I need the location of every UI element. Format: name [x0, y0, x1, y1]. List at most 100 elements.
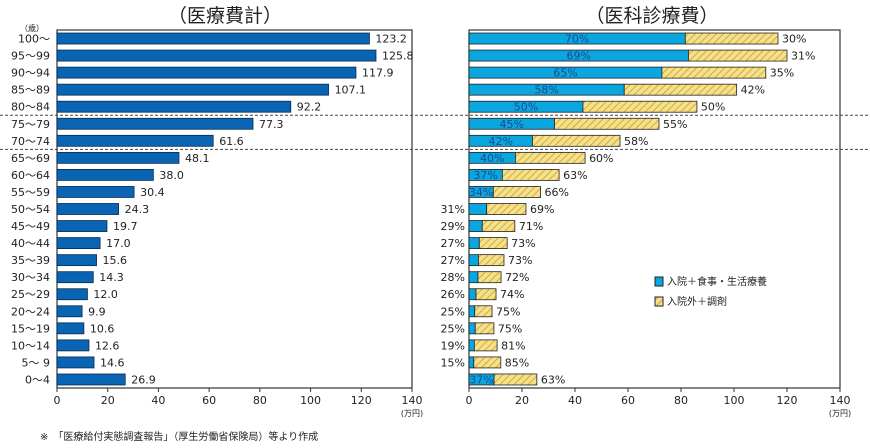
outpatient-percent-label: 69% — [530, 203, 554, 216]
bar-value-label: 38.0 — [159, 169, 184, 182]
bar-value-label: 17.0 — [106, 237, 131, 250]
outpatient-percent-label: 66% — [545, 186, 569, 199]
outpatient-bar — [486, 203, 527, 215]
age-label: 25～29 — [11, 288, 50, 301]
bar-value-label: 61.6 — [219, 135, 244, 148]
left-x-tick-label: 140 — [402, 394, 423, 407]
left-x-tick-label: 60 — [202, 394, 216, 407]
inpatient-percent-label: 19% — [441, 339, 465, 352]
inpatient-bar — [468, 339, 475, 352]
outpatient-percent-label: 85% — [505, 356, 529, 369]
outpatient-percent-label: 73% — [511, 237, 535, 250]
inpatient-bar — [468, 220, 483, 232]
left-x-tick-label: 120 — [351, 394, 372, 407]
inpatient-percent-label: 50% — [514, 101, 538, 114]
inpatient-percent-label: 45% — [500, 118, 524, 131]
outpatient-bar — [478, 254, 505, 267]
inpatient-percent-label: 25% — [441, 305, 465, 318]
bar-15 — [56, 288, 88, 301]
age-label: 45～49 — [11, 220, 50, 233]
bar-value-label: 19.7 — [113, 220, 138, 233]
inpatient-percent-label: 29% — [441, 220, 465, 233]
age-label: 40～44 — [11, 237, 50, 250]
outpatient-percent-label: 75% — [498, 322, 522, 335]
left-chart-title: （医療費計） — [168, 5, 282, 27]
inpatient-bar — [468, 271, 479, 284]
outpatient-percent-label: 60% — [589, 152, 613, 165]
left-x-unit: (万円) — [401, 409, 423, 418]
right-x-tick-label: 140 — [830, 394, 851, 407]
bar-11 — [56, 220, 108, 232]
outpatient-bar — [623, 83, 738, 96]
outpatient-percent-label: 42% — [741, 84, 765, 97]
age-label: 30～34 — [11, 271, 50, 284]
inpatient-percent-label: 34% — [469, 186, 493, 199]
bar-value-label: 92.2 — [297, 101, 322, 114]
legend-outpatient-swatch — [654, 296, 664, 307]
outpatient-bar — [501, 169, 560, 181]
bar-8 — [56, 169, 154, 181]
inpatient-bar — [468, 356, 475, 369]
footnote: ※ 「医療給付実態調査報告」（厚生労働省保険局）等より作成 — [40, 430, 318, 443]
outpatient-bar — [661, 66, 767, 79]
outpatient-percent-label: 71% — [519, 220, 543, 233]
inpatient-percent-label: 27% — [441, 254, 465, 267]
bar-14 — [56, 271, 94, 284]
inpatient-bar — [468, 305, 476, 318]
right-x-tick-label: 0 — [466, 394, 473, 407]
bar-value-label: 24.3 — [125, 203, 150, 216]
inpatient-percent-label: 37% — [469, 373, 493, 386]
inpatient-percent-label: 15% — [441, 356, 465, 369]
outpatient-bar — [481, 220, 516, 232]
inpatient-percent-label: 31% — [441, 203, 465, 216]
inpatient-bar — [468, 237, 480, 249]
outpatient-percent-label: 73% — [508, 254, 532, 267]
outpatient-percent-label: 75% — [496, 305, 520, 318]
bar-value-label: 15.6 — [103, 254, 128, 267]
outpatient-percent-label: 50% — [701, 101, 725, 114]
outpatient-percent-label: 30% — [782, 33, 806, 46]
age-label: 10～14 — [11, 339, 50, 352]
bar-value-label: 12.6 — [95, 339, 120, 352]
outpatient-percent-label: 58% — [624, 135, 648, 148]
right-x-tick-label: 40 — [568, 394, 582, 407]
outpatient-bar — [493, 373, 538, 386]
right-x-tick-label: 120 — [777, 394, 798, 407]
age-label: 70～74 — [11, 135, 50, 148]
bar-value-label: 9.9 — [88, 305, 106, 318]
legend-inpatient-swatch — [654, 276, 664, 287]
inpatient-percent-label: 25% — [441, 322, 465, 335]
inpatient-bar — [468, 322, 476, 335]
outpatient-bar — [582, 100, 698, 113]
outpatient-bar — [474, 322, 495, 335]
right-x-tick-label: 60 — [621, 394, 635, 407]
bar-value-label: 77.3 — [259, 118, 284, 131]
outpatient-percent-label: 74% — [500, 288, 524, 301]
bar-12 — [56, 237, 101, 249]
age-label: 95～99 — [11, 50, 50, 63]
bar-value-label: 10.6 — [90, 322, 115, 335]
bar-6 — [56, 134, 214, 147]
bar-value-label: 125.8 — [382, 50, 414, 63]
age-label: 20～24 — [11, 305, 50, 318]
bar-3 — [56, 83, 329, 96]
outpatient-percent-label: 35% — [770, 67, 794, 80]
right-x-tick-label: 20 — [515, 394, 529, 407]
age-unit-label: （歳） — [20, 23, 44, 33]
outpatient-bar — [492, 186, 541, 198]
outpatient-percent-label: 72% — [505, 271, 529, 284]
inpatient-bar — [468, 254, 479, 267]
bar-16 — [56, 305, 83, 318]
inpatient-percent-label: 28% — [441, 271, 465, 284]
outpatient-bar — [473, 339, 498, 352]
age-label: 35～39 — [11, 254, 50, 267]
right-x-tick-label: 80 — [674, 394, 688, 407]
inpatient-percent-label: 65% — [553, 67, 577, 80]
inpatient-percent-label: 70% — [565, 33, 589, 46]
bar-13 — [56, 254, 97, 267]
outpatient-percent-label: 81% — [501, 339, 525, 352]
outpatient-percent-label: 63% — [541, 373, 565, 386]
right-x-tick-label: 100 — [724, 394, 745, 407]
left-x-tick-label: 100 — [300, 394, 321, 407]
